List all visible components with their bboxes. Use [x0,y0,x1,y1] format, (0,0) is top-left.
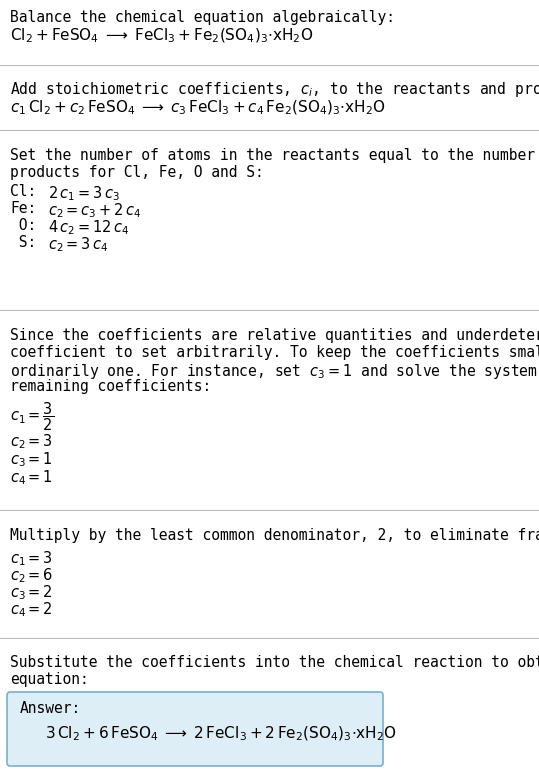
Text: ordinarily one. For instance, set $c_3 = 1$ and solve the system of equations fo: ordinarily one. For instance, set $c_3 =… [10,362,539,381]
Text: $c_2 = 3$: $c_2 = 3$ [10,432,53,451]
Text: remaining coefficients:: remaining coefficients: [10,379,211,394]
Text: Fe:: Fe: [10,201,36,216]
Text: products for Cl, Fe, O and S:: products for Cl, Fe, O and S: [10,165,264,180]
Text: $2\,c_1 = 3\,c_3$: $2\,c_1 = 3\,c_3$ [48,184,120,203]
Text: coefficient to set arbitrarily. To keep the coefficients small, the arbitrary va: coefficient to set arbitrarily. To keep … [10,345,539,360]
Text: Add stoichiometric coefficients, $c_i$, to the reactants and products:: Add stoichiometric coefficients, $c_i$, … [10,80,539,99]
Text: $c_1 = 3$: $c_1 = 3$ [10,549,53,567]
Text: Cl:: Cl: [10,184,36,199]
Text: $c_2 = 6$: $c_2 = 6$ [10,566,53,584]
Text: Set the number of atoms in the reactants equal to the number of atoms in the: Set the number of atoms in the reactants… [10,148,539,163]
FancyBboxPatch shape [7,692,383,766]
Text: Multiply by the least common denominator, 2, to eliminate fractional coefficient: Multiply by the least common denominator… [10,528,539,543]
Text: $c_2 = c_3 + 2\,c_4$: $c_2 = c_3 + 2\,c_4$ [48,201,142,220]
Text: Answer:: Answer: [20,701,81,716]
Text: Substitute the coefficients into the chemical reaction to obtain the balanced: Substitute the coefficients into the che… [10,655,539,670]
Text: Since the coefficients are relative quantities and underdetermined, choose a: Since the coefficients are relative quan… [10,328,539,343]
Text: $3\,\mathrm{Cl_2} + 6\,\mathrm{FeSO_4} \;\longrightarrow\; 2\,\mathrm{FeCl_3} + : $3\,\mathrm{Cl_2} + 6\,\mathrm{FeSO_4} \… [45,725,397,743]
Text: Balance the chemical equation algebraically:: Balance the chemical equation algebraica… [10,10,395,25]
Text: S:: S: [10,235,36,250]
Text: O:: O: [10,218,36,233]
Text: equation:: equation: [10,672,89,687]
Text: $\mathrm{Cl_2 + FeSO_4 \;\longrightarrow\; FeCl_3 + Fe_2(SO_4)_3{\cdot}xH_2O}$: $\mathrm{Cl_2 + FeSO_4 \;\longrightarrow… [10,27,313,46]
Text: $c_3 = 2$: $c_3 = 2$ [10,583,53,601]
Text: $c_3 = 1$: $c_3 = 1$ [10,450,53,469]
Text: $c_4 = 1$: $c_4 = 1$ [10,468,53,486]
Text: $4\,c_2 = 12\,c_4$: $4\,c_2 = 12\,c_4$ [48,218,129,237]
Text: $c_1\,\mathrm{Cl_2} + c_2\,\mathrm{FeSO_4} \;\longrightarrow\; c_3\,\mathrm{FeCl: $c_1\,\mathrm{Cl_2} + c_2\,\mathrm{FeSO_… [10,99,386,117]
Text: $c_2 = 3\,c_4$: $c_2 = 3\,c_4$ [48,235,108,254]
Text: $c_4 = 2$: $c_4 = 2$ [10,600,53,618]
Text: $c_1 = \dfrac{3}{2}$: $c_1 = \dfrac{3}{2}$ [10,400,54,432]
